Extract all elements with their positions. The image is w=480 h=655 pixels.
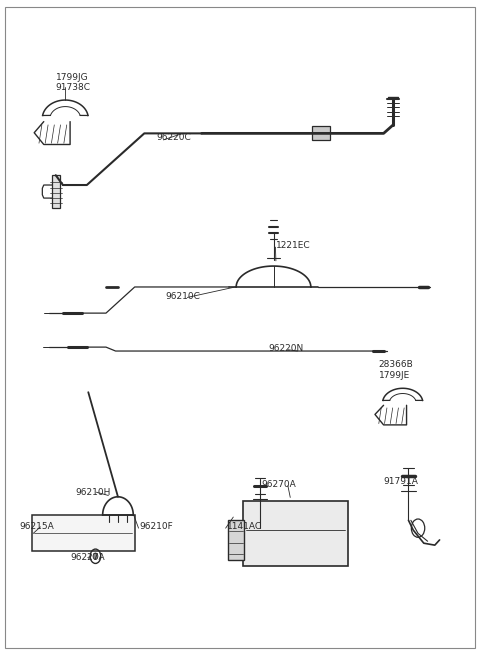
Text: 91791A: 91791A bbox=[384, 477, 419, 485]
Bar bbox=[52, 175, 60, 208]
Bar bbox=[243, 500, 348, 566]
Text: 1799JG
91738C: 1799JG 91738C bbox=[56, 73, 91, 92]
Text: 96210H: 96210H bbox=[75, 488, 110, 496]
Circle shape bbox=[93, 553, 98, 559]
Text: 96227A: 96227A bbox=[70, 553, 105, 562]
Text: 96215A: 96215A bbox=[19, 522, 54, 531]
Text: 96210F: 96210F bbox=[140, 522, 173, 531]
Text: 96220C: 96220C bbox=[156, 134, 191, 142]
Text: 1221EC: 1221EC bbox=[276, 241, 311, 250]
Text: 1141AC: 1141AC bbox=[227, 522, 262, 531]
Bar bbox=[32, 515, 135, 551]
Text: 28366B
1799JE: 28366B 1799JE bbox=[379, 360, 414, 380]
Bar bbox=[228, 520, 244, 559]
Bar bbox=[312, 126, 330, 140]
Text: 96210C: 96210C bbox=[166, 291, 201, 301]
Text: 96220N: 96220N bbox=[269, 344, 304, 353]
Text: 96270A: 96270A bbox=[262, 480, 296, 489]
